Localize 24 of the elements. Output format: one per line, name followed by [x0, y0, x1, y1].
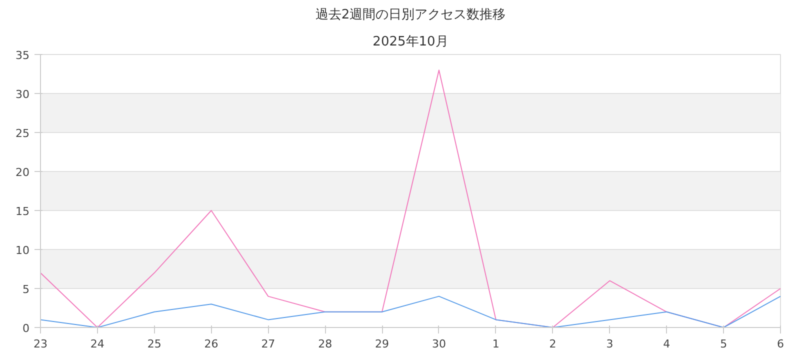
x-tick-label: 26: [204, 338, 218, 350]
y-tick-label: 0: [22, 322, 30, 335]
x-tick-label: 30: [432, 338, 446, 350]
y-tick-label: 20: [16, 166, 30, 179]
y-tick-label: 30: [16, 88, 30, 101]
y-tick-label: 15: [16, 205, 30, 218]
x-tick-label: 25: [147, 338, 162, 350]
y-tick-label: 35: [16, 49, 30, 62]
x-tick-label: 27: [261, 338, 276, 350]
x-tick-label: 24: [90, 338, 104, 350]
chart-subtitle: 2025年10月: [372, 34, 448, 50]
x-tick-label: 29: [375, 338, 390, 350]
x-tick-label: 5: [720, 338, 728, 350]
x-tick-label: 28: [318, 338, 332, 350]
x-tick-label: 2: [549, 338, 556, 350]
y-tick-label: 5: [22, 283, 30, 296]
y-tick-label: 10: [16, 244, 30, 257]
x-tick-label: 6: [777, 338, 784, 350]
x-tick-label: 1: [492, 338, 500, 350]
x-tick-label: 3: [606, 338, 614, 350]
x-tick-label: 23: [34, 338, 48, 350]
x-tick-label: 4: [663, 338, 670, 350]
y-tick-label: 25: [16, 127, 30, 140]
chart-title: 過去2週間の日別アクセス数推移: [315, 8, 506, 22]
